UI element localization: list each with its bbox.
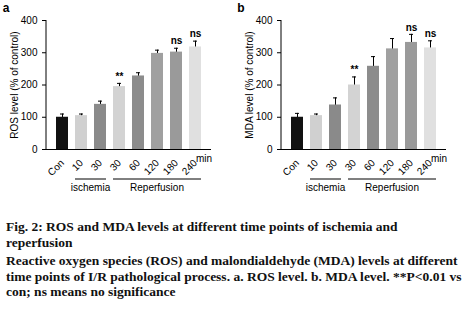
svg-text:ns: ns — [190, 28, 202, 39]
svg-text:MDA level (% of control): MDA level (% of control) — [244, 31, 255, 138]
svg-text:200: 200 — [256, 79, 273, 90]
svg-text:ns: ns — [406, 22, 418, 33]
svg-text:0: 0 — [267, 144, 273, 155]
svg-text:30: 30 — [89, 157, 105, 173]
svg-text:0: 0 — [32, 144, 38, 155]
html-text:Fig. 2: ROS and MDA levels at: Fig. 2: ROS and MDA levels at different … — [6, 219, 398, 250]
svg-text:ns: ns — [171, 35, 183, 46]
svg-text:ischemia: ischemia — [71, 182, 111, 193]
svg-text:**: ** — [116, 71, 124, 82]
svg-text:300: 300 — [21, 47, 38, 58]
svg-text:100: 100 — [256, 111, 273, 122]
svg-text:10: 10 — [305, 157, 321, 173]
svg-text:Con: Con — [280, 157, 301, 178]
svg-text:120: 120 — [377, 157, 397, 177]
svg-text:**: ** — [351, 64, 359, 75]
svg-text:30: 30 — [343, 157, 359, 173]
svg-text:Reperfusion: Reperfusion — [130, 182, 184, 193]
svg-text:300: 300 — [256, 47, 273, 58]
svg-text:ischemia: ischemia — [306, 182, 346, 193]
svg-text:10: 10 — [70, 157, 86, 173]
svg-text:min: min — [431, 153, 447, 164]
svg-text:180: 180 — [396, 157, 416, 177]
svg-text:180: 180 — [161, 157, 181, 177]
svg-text:30: 30 — [324, 157, 340, 173]
svg-text:Reperfusion: Reperfusion — [365, 182, 419, 193]
svg-text:ROS level (% of control): ROS level (% of control) — [9, 31, 20, 138]
svg-text:ns: ns — [425, 28, 437, 39]
svg-text:60: 60 — [362, 157, 378, 173]
html-text:Reactive oxygen species (ROS): Reactive oxygen species (ROS) and malond… — [6, 253, 462, 300]
svg-text:60: 60 — [127, 157, 143, 173]
svg-text:30: 30 — [108, 157, 124, 173]
svg-text:min: min — [196, 153, 212, 164]
svg-text:240: 240 — [414, 157, 435, 177]
svg-text:200: 200 — [21, 79, 38, 90]
svg-text:b: b — [237, 1, 244, 15]
svg-text:400: 400 — [256, 15, 273, 26]
svg-text:100: 100 — [21, 111, 38, 122]
svg-text:Con: Con — [45, 157, 66, 178]
svg-text:400: 400 — [21, 15, 38, 26]
svg-text:120: 120 — [142, 157, 162, 177]
svg-text:240: 240 — [179, 157, 200, 177]
svg-text:a: a — [3, 1, 10, 15]
